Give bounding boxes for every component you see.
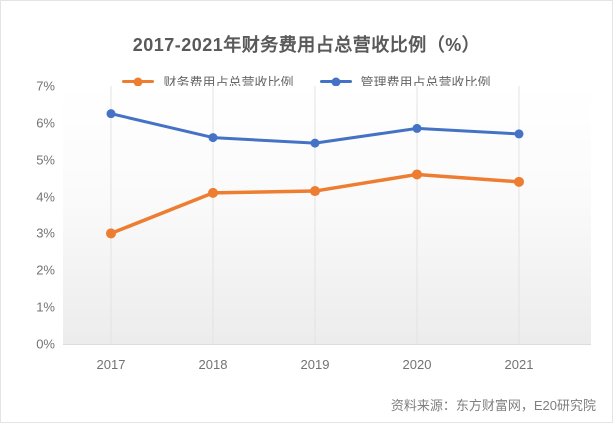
y-tick-label: 5% xyxy=(36,152,55,168)
legend-dot-icon xyxy=(331,77,340,86)
y-tick-label: 6% xyxy=(36,115,55,131)
y-tick-label: 7% xyxy=(36,78,55,94)
y-tick-label: 2% xyxy=(36,262,55,278)
x-tick-label: 2020 xyxy=(402,357,432,372)
x-tick-label: 2021 xyxy=(504,357,534,372)
x-tick-label: 2018 xyxy=(198,357,228,372)
y-tick-label: 0% xyxy=(36,336,55,352)
y-tick-label: 4% xyxy=(36,189,55,205)
chart-title: 2017-2021年财务费用占总营收比例（%） xyxy=(132,35,481,55)
x-tick-label: 2019 xyxy=(300,357,330,372)
plot-area xyxy=(63,86,591,345)
y-tick-label: 1% xyxy=(36,299,55,315)
source-note: 资料来源：东方财富网，E20研究院 xyxy=(390,398,596,413)
legend-line-dot-marker-orange xyxy=(122,77,155,86)
y-tick-label: 3% xyxy=(36,225,55,241)
legend-dot-icon xyxy=(133,77,143,86)
x-tick-label: 2017 xyxy=(96,357,126,372)
legend-line-dot-marker-blue xyxy=(319,77,352,86)
